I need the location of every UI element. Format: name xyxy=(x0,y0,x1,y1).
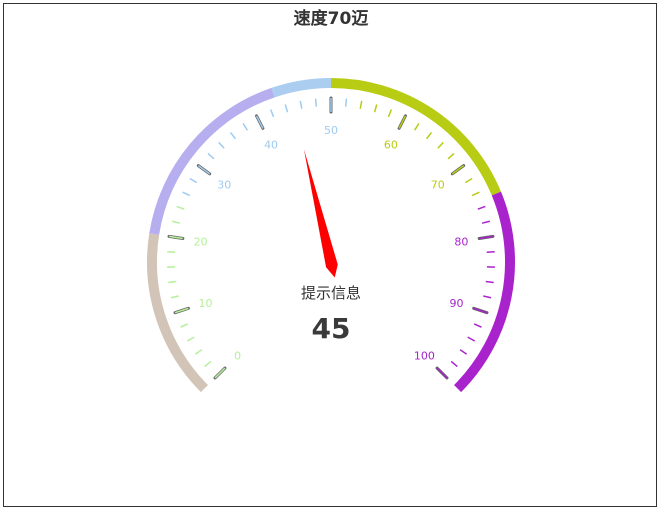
gauge-tick-label-90: 90 xyxy=(450,297,464,310)
gauge-minor-tick-48 xyxy=(314,98,318,107)
gauge-minor-tick-18 xyxy=(167,250,176,253)
gauge-tick-label-100: 100 xyxy=(414,349,435,362)
gauge-band-1 xyxy=(149,87,275,235)
gauge-minor-tick-64 xyxy=(426,131,433,140)
gauge-minor-tick-6 xyxy=(186,336,195,342)
gauge-band-4 xyxy=(454,191,515,393)
gauge-minor-tick-36 xyxy=(229,131,236,140)
gauge-tick-label-10: 10 xyxy=(198,297,212,310)
gauge-minor-tick-78 xyxy=(481,220,491,224)
gauge-split-line-inner-20 xyxy=(168,235,183,240)
gauge-minor-tick-42 xyxy=(269,109,275,118)
gauge-band-0 xyxy=(147,233,208,393)
gauge-tick-label-20: 20 xyxy=(194,235,208,248)
gauge-split-line-inner-80 xyxy=(479,235,494,240)
gauge-split-line-inner-90 xyxy=(473,307,488,314)
gauge-tick-label-70: 70 xyxy=(431,178,445,191)
gauge-tick-group xyxy=(167,96,495,380)
gauge-split-line-inner-40 xyxy=(255,115,264,129)
chart-title: 速度70迈 xyxy=(294,8,369,29)
gauge-minor-tick-26 xyxy=(182,191,191,197)
gauge-tick-label-60: 60 xyxy=(384,138,398,151)
gauge-minor-tick-86 xyxy=(485,280,494,284)
gauge-split-line-inner-0 xyxy=(214,367,226,379)
gauge-minor-tick-4 xyxy=(194,349,203,355)
gauge-minor-tick-82 xyxy=(486,250,495,253)
gauge-tick-label-80: 80 xyxy=(454,235,468,248)
gauge-band-group xyxy=(147,78,515,393)
gauge-minor-tick-34 xyxy=(218,141,225,149)
gauge-minor-tick-46 xyxy=(299,100,303,109)
gauge-minor-tick-72 xyxy=(464,177,473,184)
gauge-minor-tick-12 xyxy=(170,295,179,299)
gauge-label-group: 0 10 20 30 40 50 60 70 80 90 100 xyxy=(194,124,469,362)
gauge-minor-tick-28 xyxy=(189,177,198,184)
gauge-minor-tick-74 xyxy=(471,191,480,197)
gauge-split-line-inner-10 xyxy=(174,307,189,314)
gauge-minor-tick-88 xyxy=(483,295,492,299)
gauge-minor-tick-58 xyxy=(387,109,393,118)
gauge-tick-label-50: 50 xyxy=(324,124,338,137)
gauge-minor-tick-66 xyxy=(437,141,444,149)
gauge-minor-tick-2 xyxy=(204,360,212,368)
gauge-minor-tick-8 xyxy=(180,323,189,328)
gauge-minor-tick-44 xyxy=(284,104,289,113)
gauge-band-2 xyxy=(271,78,332,98)
gauge-pointer xyxy=(303,149,338,278)
detail-label: 提示信息 xyxy=(301,284,361,302)
gauge-split-line-inner-70 xyxy=(451,164,465,175)
gauge-minor-tick-38 xyxy=(242,123,249,131)
gauge-minor-tick-68 xyxy=(447,152,455,160)
gauge-tick-label-30: 30 xyxy=(217,178,231,191)
gauge-split-line-inner-30 xyxy=(197,164,211,175)
detail-value: 45 xyxy=(312,312,351,345)
gauge-minor-tick-92 xyxy=(473,323,482,328)
gauge-split-line-inner-100 xyxy=(436,367,448,379)
gauge-minor-tick-52 xyxy=(344,98,348,107)
gauge-minor-tick-24 xyxy=(176,205,185,210)
gauge-minor-tick-96 xyxy=(459,349,468,355)
gauge-minor-tick-22 xyxy=(171,220,181,224)
gauge-minor-tick-98 xyxy=(450,360,458,368)
gauge-band-3 xyxy=(330,78,501,196)
gauge-minor-tick-62 xyxy=(413,123,420,131)
gauge-minor-tick-54 xyxy=(359,100,363,109)
gauge-minor-tick-94 xyxy=(467,336,476,342)
gauge-tick-label-40: 40 xyxy=(264,138,278,151)
gauge-minor-tick-76 xyxy=(477,205,486,210)
gauge-minor-tick-56 xyxy=(373,104,378,113)
gauge-tick-label-0: 0 xyxy=(234,349,241,362)
gauge-minor-tick-14 xyxy=(168,280,177,284)
gauge-split-line-inner-60 xyxy=(398,115,407,129)
gauge-minor-tick-32 xyxy=(207,152,215,160)
